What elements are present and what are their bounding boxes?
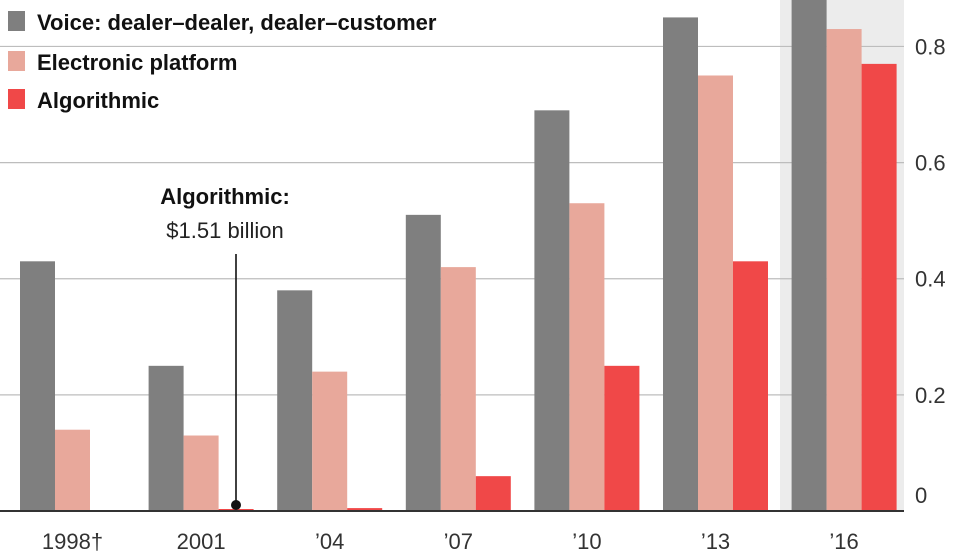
bar [698, 75, 733, 511]
legend-swatch-voice [8, 11, 25, 31]
y-tick-label: 0 [915, 483, 927, 508]
bar [861, 63, 897, 511]
legend: Voice: dealer–dealer, dealer–customer El… [8, 10, 437, 113]
bar [440, 267, 476, 511]
legend-label-electronic: Electronic platform [37, 50, 237, 75]
x-tick-label: ’04 [315, 529, 344, 554]
annotation: Algorithmic: $1.51 billion [160, 184, 290, 510]
annotation-title: Algorithmic: [160, 184, 290, 209]
bar [663, 17, 698, 512]
y-tick-label: 0.6 [915, 151, 946, 176]
legend-label-algorithmic: Algorithmic [37, 88, 159, 113]
bars [20, 0, 897, 512]
legend-swatch-algorithmic [8, 89, 25, 109]
bar [55, 429, 90, 511]
x-tick-label: ’16 [829, 529, 858, 554]
bar [20, 261, 55, 511]
bar [475, 476, 511, 511]
y-tick-label: 0.4 [915, 267, 946, 292]
bar [405, 214, 441, 511]
legend-label-voice: Voice: dealer–dealer, dealer–customer [37, 10, 437, 35]
x-tick-label: ’10 [572, 529, 601, 554]
bar [604, 365, 640, 511]
x-tick-label: ’07 [444, 529, 473, 554]
annotation-value: $1.51 billion [166, 218, 283, 243]
bar [183, 435, 219, 511]
x-tick-label: ’13 [701, 529, 730, 554]
x-tick-label: 2001 [177, 529, 226, 554]
bar [148, 365, 184, 511]
annotation-dot [231, 500, 241, 510]
y-tick-label: 0.8 [915, 34, 946, 59]
x-tick-label: 1998† [42, 529, 103, 554]
bar [791, 0, 827, 511]
bar [312, 371, 348, 511]
bar [534, 110, 570, 512]
y-tick-label: 0.2 [915, 383, 946, 408]
legend-swatch-electronic [8, 51, 25, 71]
bar [733, 261, 768, 511]
bar [347, 508, 383, 511]
x-axis-ticks: 1998† 2001 ’04 ’07 ’10 ’13 ’16 [42, 529, 859, 554]
bar [277, 290, 313, 511]
bar [569, 203, 605, 511]
bar [826, 29, 862, 512]
y-axis-ticks: 0 0.2 0.4 0.6 0.8 [915, 34, 946, 508]
